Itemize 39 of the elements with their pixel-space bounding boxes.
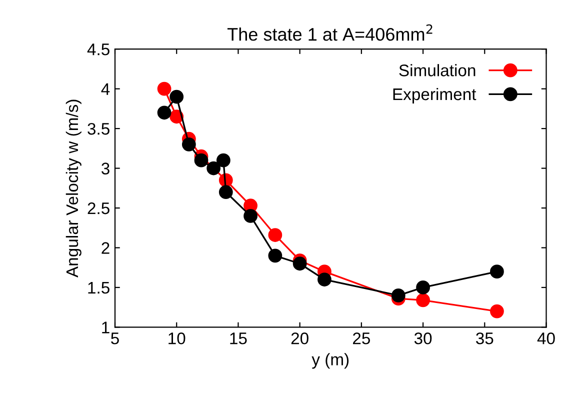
x-tick-label: 25 [353,332,370,344]
point [292,256,307,271]
point [244,209,258,223]
x-tick-label: 15 [230,332,247,344]
x-axis-title: y (m) [312,353,349,369]
legend-label: Simulation [399,64,476,76]
point [391,288,406,302]
chart-title: The state 1 at A=406mm$^{2}$ [227,24,432,41]
point [216,153,230,168]
x-tick-label: 30 [414,332,432,344]
x-tick-label: 20 [291,332,308,344]
point [490,264,504,279]
legend-label: Experiment [393,88,476,104]
y-tick-label: 4.5 [87,44,110,56]
point [268,248,282,263]
x-tick-label: 5 [111,332,119,344]
point [268,228,282,242]
point [157,106,172,120]
point [218,185,233,200]
y-tick-label: 3 [102,162,110,174]
point [157,82,172,96]
point [170,90,184,104]
point [416,293,430,308]
y-tick-label: 3.5 [88,122,110,135]
point [318,272,332,286]
point [206,161,221,176]
point [490,304,504,318]
y-tick-label: 4 [101,83,110,95]
point [182,137,196,152]
y-tick-label: 1.5 [88,282,110,294]
point [416,280,430,294]
point [194,153,208,168]
x-tick-label: 10 [168,332,186,344]
y-tick-label: 1 [102,322,110,334]
y-tick-label: 2.5 [88,202,110,214]
x-tick-label: 40 [537,332,555,344]
x-tick-label: 35 [476,332,494,344]
y-tick-label: 2 [102,242,110,254]
y-axis-title: Angular Velocity w (m/s) [66,100,82,278]
